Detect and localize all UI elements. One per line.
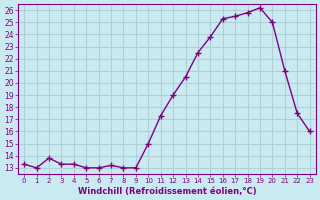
- X-axis label: Windchill (Refroidissement éolien,°C): Windchill (Refroidissement éolien,°C): [77, 187, 256, 196]
